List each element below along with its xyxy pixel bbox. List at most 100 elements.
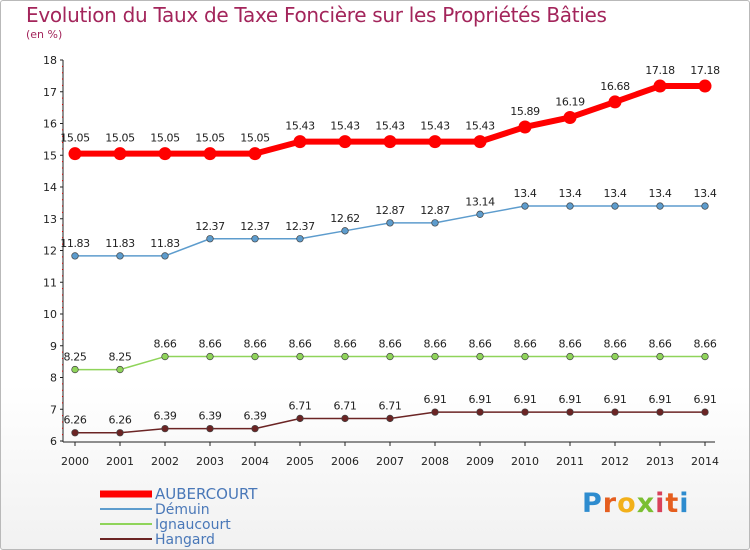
x-tick-label: 2014 — [691, 455, 719, 468]
data-label: 13.4 — [649, 187, 672, 200]
data-label: 6.91 — [469, 393, 492, 406]
data-point — [206, 235, 214, 243]
y-tick-label: 13 — [43, 213, 57, 226]
data-label: 6.39 — [199, 410, 222, 423]
x-tick-label: 2013 — [646, 455, 674, 468]
x-tick-label: 2009 — [466, 455, 494, 468]
data-point — [653, 79, 667, 93]
data-point — [698, 79, 712, 93]
data-label: 6.71 — [334, 399, 357, 412]
data-label: 8.66 — [424, 338, 447, 351]
y-tick-label: 7 — [50, 403, 57, 416]
data-label: 8.66 — [559, 338, 582, 351]
x-tick-label: 2000 — [61, 455, 89, 468]
data-label: 8.66 — [469, 338, 492, 351]
series-3: 6.26 6.26 6.39 6.39 6.39 6.71 6.71 6.71 6.91 6.91… — [64, 393, 717, 437]
data-label: 16.19 — [555, 95, 585, 108]
x-tick-label: 2004 — [241, 455, 269, 468]
data-label: 15.05 — [240, 132, 270, 145]
data-label: 6.91 — [514, 393, 537, 406]
data-label: 13.4 — [514, 187, 537, 200]
data-label: 6.91 — [649, 393, 672, 406]
data-point — [656, 202, 664, 210]
data-point — [521, 408, 529, 416]
y-tick-label: 12 — [43, 245, 57, 258]
data-point — [203, 147, 217, 161]
data-label: 17.18 — [645, 64, 675, 77]
data-label: 12.62 — [330, 212, 360, 225]
data-point — [158, 147, 172, 161]
data-point — [656, 408, 664, 416]
data-label: 8.66 — [154, 338, 177, 351]
data-point — [113, 147, 127, 161]
data-label: 6.39 — [154, 410, 177, 423]
data-point — [563, 110, 577, 124]
unit-label: (en %) — [26, 28, 63, 41]
data-point — [116, 429, 124, 437]
legend-label: Démuin — [155, 502, 210, 518]
data-label: 6.91 — [604, 393, 627, 406]
data-point — [161, 252, 169, 260]
data-label: 11.83 — [105, 237, 135, 250]
data-point — [293, 135, 307, 149]
data-point — [251, 235, 259, 243]
data-point — [521, 202, 529, 210]
y-tick-label: 16 — [43, 118, 57, 131]
data-label: 12.37 — [285, 220, 315, 233]
data-label: 13.14 — [465, 195, 495, 208]
data-label: 6.39 — [244, 410, 267, 423]
data-point — [386, 352, 394, 361]
data-label: 16.68 — [600, 80, 630, 93]
data-point — [476, 210, 484, 218]
data-label: 8.66 — [604, 338, 627, 351]
data-label: 8.66 — [334, 338, 357, 351]
data-point — [611, 408, 619, 416]
data-label: 15.43 — [285, 120, 315, 133]
data-point — [116, 365, 124, 374]
x-tick-label: 2007 — [376, 455, 404, 468]
data-label: 15.89 — [510, 105, 540, 118]
x-tick-label: 2002 — [151, 455, 179, 468]
data-point — [248, 147, 262, 161]
data-point — [521, 352, 529, 361]
series-2: 8.25 8.25 8.66 8.66 8.66 8.66 8.66 8.66 8.66 8.66… — [64, 338, 717, 374]
data-label: 15.43 — [375, 120, 405, 133]
series-1: 11.83 11.83 11.83 12.37 12.37 12.37 12.62 12.87… — [60, 187, 717, 260]
data-label: 8.66 — [244, 338, 267, 351]
data-label: 15.05 — [195, 132, 225, 145]
legend-label: Hangard — [155, 532, 215, 548]
data-point — [386, 414, 394, 423]
data-point — [71, 365, 79, 374]
data-point — [71, 252, 79, 260]
data-label: 6.91 — [424, 393, 447, 406]
data-label: 13.4 — [694, 187, 717, 200]
data-label: 8.66 — [379, 338, 402, 351]
data-point — [518, 120, 532, 134]
data-label: 13.4 — [604, 187, 627, 200]
data-point — [251, 424, 259, 433]
data-label: 8.25 — [109, 351, 132, 364]
chart-title: Evolution du Taux de Taxe Foncière sur l… — [26, 3, 607, 27]
data-point — [701, 202, 709, 210]
data-point — [338, 135, 352, 149]
data-point — [608, 95, 622, 109]
proxiti-logo: Proxiti — [582, 488, 690, 519]
x-tick-label: 2011 — [556, 455, 584, 468]
data-point — [611, 202, 619, 210]
data-label: 8.66 — [694, 338, 717, 351]
x-tick-label: 2001 — [106, 455, 134, 468]
data-point — [296, 414, 304, 423]
data-label: 8.66 — [199, 338, 222, 351]
y-tick-label: 18 — [43, 54, 57, 67]
data-label: 15.43 — [420, 120, 450, 133]
data-label: 15.05 — [150, 132, 180, 145]
data-label: 15.05 — [105, 132, 135, 145]
x-tick-label: 2006 — [331, 455, 359, 468]
data-label: 6.26 — [64, 414, 87, 427]
data-label: 8.66 — [649, 338, 672, 351]
data-point — [161, 424, 169, 433]
data-label: 8.66 — [514, 338, 537, 351]
data-point — [341, 227, 349, 235]
